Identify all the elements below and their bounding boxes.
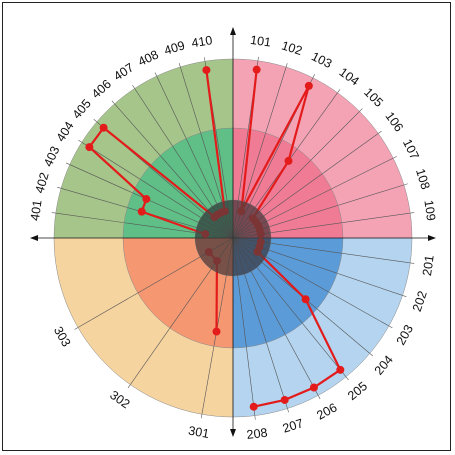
label-302: 302 — [107, 388, 132, 411]
label-202: 202 — [410, 289, 430, 313]
data-point-301 — [212, 327, 221, 336]
arrow-down-icon — [230, 429, 236, 437]
data-point-204 — [301, 295, 310, 304]
label-303: 303 — [51, 324, 74, 349]
label-102: 102 — [280, 38, 304, 58]
data-point-405 — [99, 123, 108, 132]
data-point-207 — [280, 395, 289, 404]
label-401: 401 — [28, 199, 45, 222]
label-207: 207 — [281, 416, 305, 436]
label-404: 404 — [54, 119, 77, 144]
q3-level-2-sector — [123, 238, 233, 348]
label-408: 408 — [136, 47, 161, 69]
label-206: 206 — [314, 400, 339, 422]
label-402: 402 — [32, 171, 51, 195]
data-point-103 — [304, 81, 313, 90]
data-point-410 — [202, 66, 211, 75]
data-point-206 — [309, 383, 318, 392]
data-point-402 — [137, 207, 146, 216]
label-203: 203 — [394, 322, 416, 347]
label-105: 105 — [361, 85, 386, 110]
label-109: 109 — [421, 199, 438, 222]
label-410: 410 — [191, 33, 214, 50]
q2-level-2-sector — [233, 238, 343, 348]
label-205: 205 — [345, 379, 370, 403]
data-point-205 — [336, 365, 345, 374]
label-101: 101 — [249, 33, 272, 50]
data-point-208 — [249, 402, 258, 411]
label-208: 208 — [246, 426, 268, 442]
label-403: 403 — [41, 144, 62, 169]
data-point-104 — [284, 156, 293, 165]
label-104: 104 — [337, 65, 362, 89]
data-point-403 — [142, 195, 151, 204]
data-point-404 — [85, 143, 94, 152]
label-106: 106 — [382, 109, 406, 134]
label-201: 201 — [420, 254, 437, 277]
label-405: 405 — [70, 97, 94, 122]
arrow-left-icon — [30, 235, 38, 241]
arrow-right-icon — [428, 235, 436, 241]
label-107: 107 — [400, 137, 422, 162]
data-point-101 — [252, 65, 261, 74]
label-204: 204 — [372, 353, 396, 378]
label-407: 407 — [111, 60, 136, 83]
label-301: 301 — [187, 424, 210, 441]
center-circle — [195, 200, 271, 276]
arrow-up-icon — [230, 27, 236, 35]
label-108: 108 — [413, 167, 433, 191]
label-103: 103 — [309, 49, 334, 71]
label-406: 406 — [89, 77, 114, 101]
label-409: 409 — [163, 38, 187, 58]
